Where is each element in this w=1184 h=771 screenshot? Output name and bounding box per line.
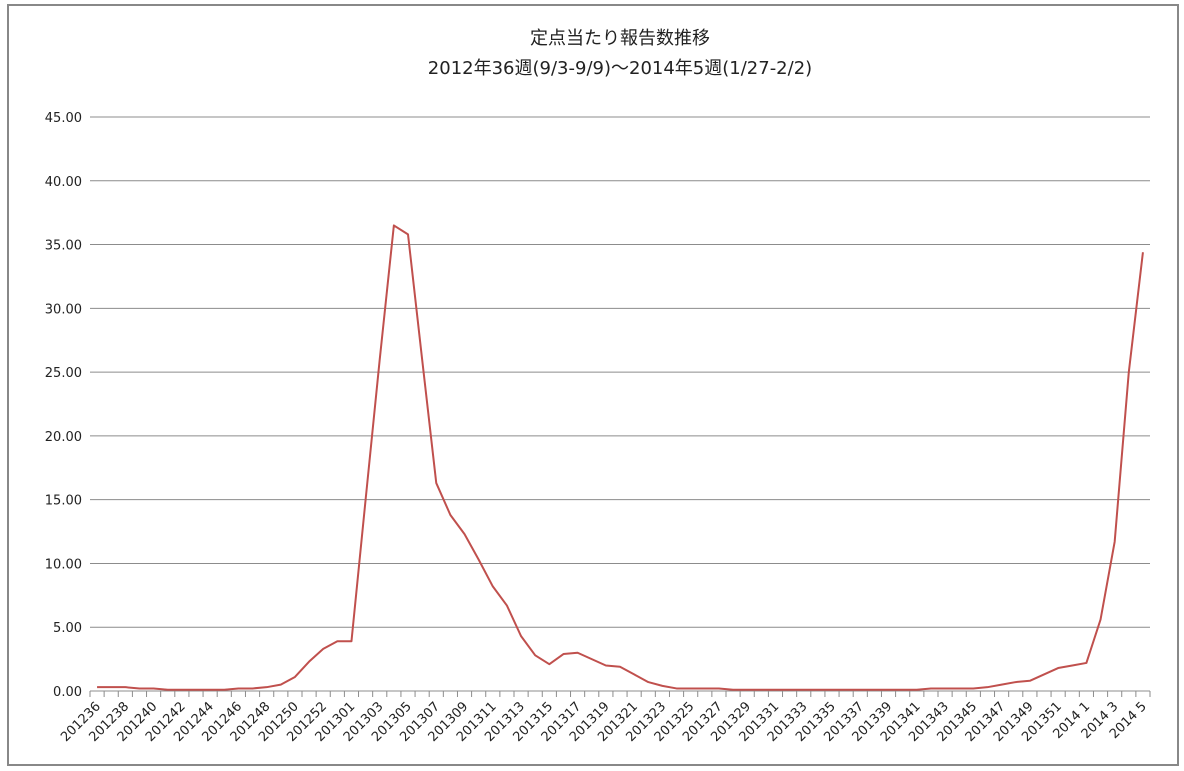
y-tick-label: 10.00 — [45, 557, 82, 572]
y-tick-label: 15.00 — [45, 494, 82, 509]
y-tick-label: 20.00 — [45, 430, 82, 445]
y-tick-label: 30.00 — [45, 302, 82, 317]
chart-subtitle: 2012年36週(9/3-9/9)～2014年5週(1/27-2/2) — [428, 58, 812, 79]
chart-frame — [7, 4, 1179, 766]
y-tick-label: 35.00 — [45, 239, 82, 254]
y-tick-label: 25.00 — [45, 366, 82, 381]
y-tick-label: 0.00 — [53, 685, 82, 700]
y-tick-label: 45.00 — [45, 111, 82, 126]
chart-title: 定点当たり報告数推移 — [530, 28, 710, 49]
y-tick-label: 5.00 — [53, 621, 82, 636]
data-line — [97, 224, 1144, 691]
y-tick-label: 40.00 — [45, 175, 82, 190]
